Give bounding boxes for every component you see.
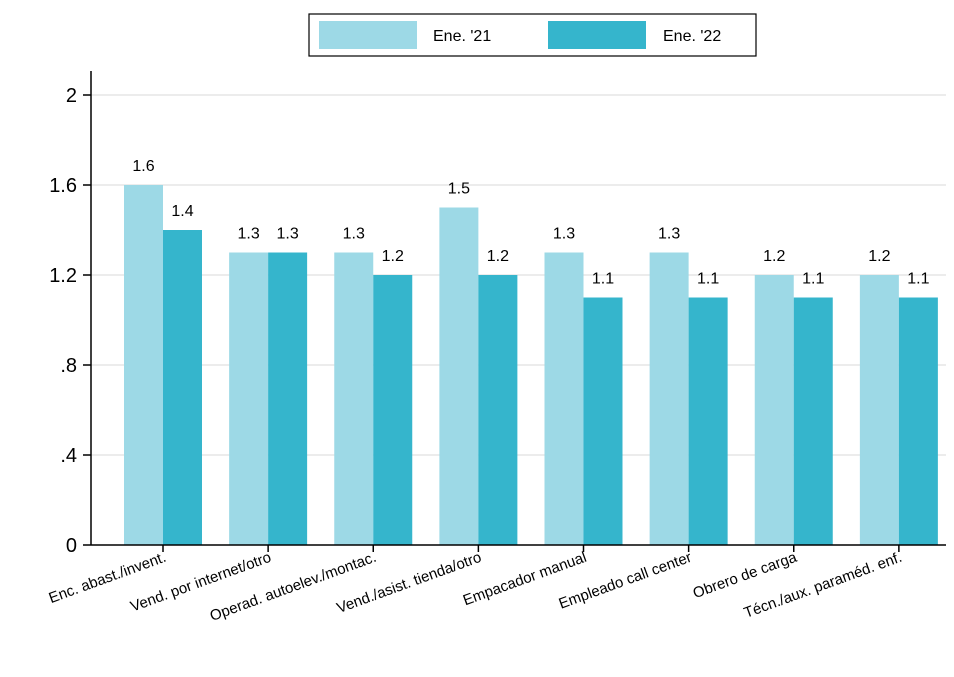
data-label: 1.2 <box>763 248 785 265</box>
legend-swatch <box>319 21 417 49</box>
y-tick-label: 1.2 <box>49 265 77 287</box>
y-axis-ticks: 0 .4 .8 1.2 1.6 2 <box>49 85 91 557</box>
data-label: 1.1 <box>907 271 929 288</box>
data-label: 1.2 <box>487 248 509 265</box>
data-label: 1.2 <box>382 248 404 265</box>
bar-ene-21 <box>124 185 163 545</box>
bar-ene-22 <box>478 275 518 545</box>
bar-ene-21 <box>649 252 689 545</box>
y-tick-label: 0 <box>66 535 77 557</box>
data-label: 1.4 <box>171 203 193 220</box>
bar-ene-21 <box>334 252 374 545</box>
data-label: 1.1 <box>592 271 614 288</box>
bar-ene-22 <box>268 252 308 545</box>
data-labels: 1.6 1.4 1.3 1.3 1.3 1.2 1.5 1.2 1.3 1.1 1.3 1.1 1.2 1… <box>132 158 929 288</box>
x-category-label: Operad. autoelev./montac. <box>208 549 379 625</box>
bar-ene-21 <box>439 207 479 545</box>
bar-ene-21 <box>859 275 899 545</box>
data-label: 1.6 <box>132 158 154 175</box>
bar-ene-22 <box>793 297 833 545</box>
data-label: 1.1 <box>802 271 824 288</box>
y-tick-label: .8 <box>60 355 77 377</box>
y-tick-label: .4 <box>60 445 77 467</box>
bars <box>124 185 938 545</box>
legend-swatch <box>548 21 646 49</box>
data-label: 1.3 <box>277 226 299 243</box>
bar-ene-21 <box>754 275 794 545</box>
bar-ene-21 <box>229 252 269 545</box>
legend-label: Ene. '22 <box>663 28 721 45</box>
data-label: 1.3 <box>238 226 260 243</box>
bar-ene-22 <box>898 297 938 545</box>
bar-ene-21 <box>544 252 584 545</box>
legend: Ene. '21 Ene. '22 <box>308 13 757 57</box>
axes <box>90 71 946 546</box>
data-label: 1.3 <box>658 226 680 243</box>
bar-ene-22 <box>373 275 413 545</box>
data-label: 1.3 <box>343 226 365 243</box>
y-tick-label: 1.6 <box>49 175 77 197</box>
bar-ene-22 <box>163 230 202 545</box>
data-label: 1.1 <box>697 271 719 288</box>
bar-ene-22 <box>583 297 623 545</box>
y-tick-label: 2 <box>66 85 77 107</box>
data-label: 1.2 <box>868 248 890 265</box>
x-axis-categories: Enc. abast./invent.Vend. por internet/ot… <box>47 545 904 625</box>
bar-ene-22 <box>688 297 728 545</box>
data-label: 1.5 <box>448 181 470 198</box>
legend-label: Ene. '21 <box>433 28 491 45</box>
data-label: 1.3 <box>553 226 575 243</box>
